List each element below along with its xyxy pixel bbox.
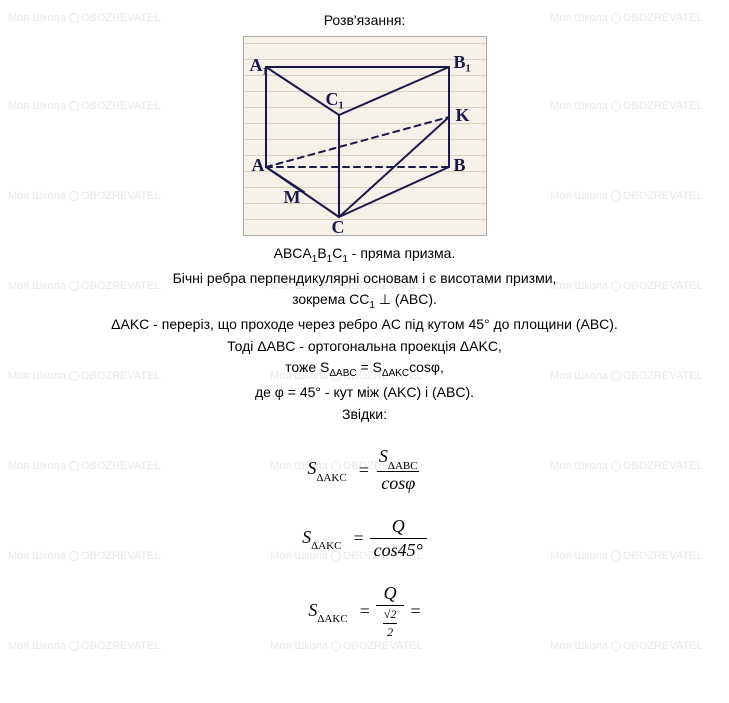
formula-block: SΔAKC = SΔABC cosφ SΔAKC = Q cos45° SΔAK…	[0, 446, 729, 640]
prism-diagram: A B C A₁ B₁ C₁ K M	[243, 36, 487, 236]
formula-3: SΔAKC = Q √2 2 =	[0, 583, 729, 640]
vertex-label-A1: A₁	[250, 55, 268, 76]
vertex-label-B: B	[454, 155, 466, 176]
watermark: Моя Школа OBOZREVATEL	[8, 640, 161, 652]
vertex-label-M: M	[284, 187, 301, 208]
formula-2: SΔAKC = Q cos45°	[0, 516, 729, 561]
solution-text: ABCA1B1C1 - пряма призма. Бічні ребра пе…	[0, 244, 729, 424]
vertex-label-K: K	[456, 105, 470, 126]
formula-1: SΔAKC = SΔABC cosφ	[0, 446, 729, 494]
watermark: Моя Школа OBOZREVATEL	[270, 640, 423, 652]
vertex-label-C: C	[332, 217, 345, 238]
solution-title: Розв'язання:	[0, 12, 729, 28]
vertex-label-C1: C₁	[326, 89, 344, 110]
vertex-label-B1: B₁	[454, 52, 471, 73]
vertex-label-A: A	[252, 155, 265, 176]
watermark: Моя Школа OBOZREVATEL	[550, 640, 703, 652]
